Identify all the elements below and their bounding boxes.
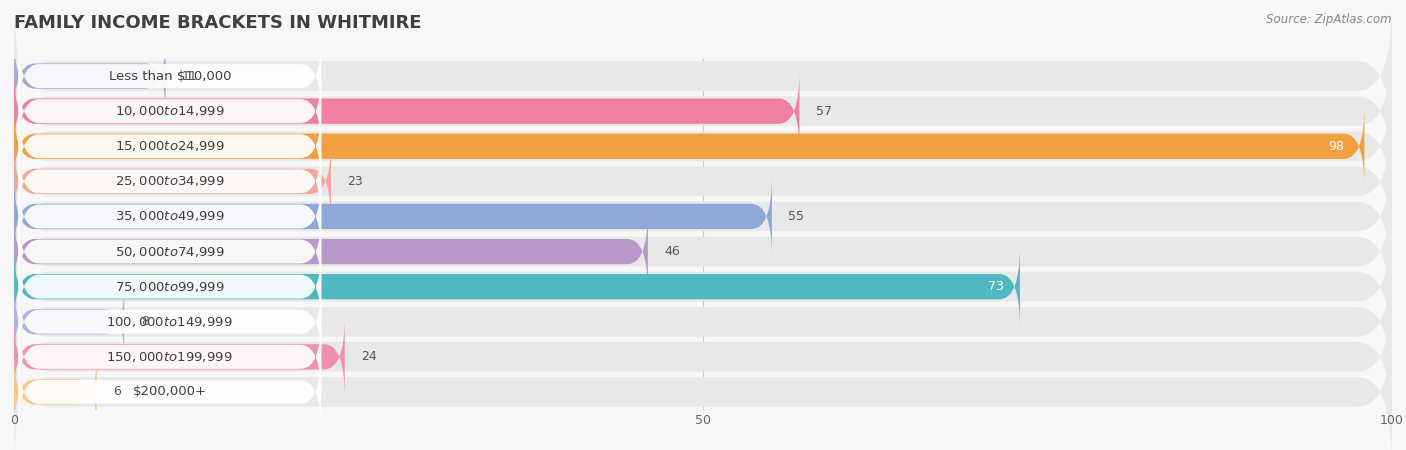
FancyBboxPatch shape: [18, 141, 322, 222]
FancyBboxPatch shape: [14, 144, 1392, 289]
FancyBboxPatch shape: [14, 73, 1392, 219]
Text: 8: 8: [141, 315, 149, 328]
Text: $10,000 to $14,999: $10,000 to $14,999: [115, 104, 225, 118]
FancyBboxPatch shape: [14, 3, 1392, 149]
FancyBboxPatch shape: [14, 141, 330, 221]
Text: $100,000 to $149,999: $100,000 to $149,999: [107, 315, 233, 329]
FancyBboxPatch shape: [18, 106, 322, 187]
FancyBboxPatch shape: [14, 282, 124, 362]
Text: 11: 11: [183, 70, 198, 82]
FancyBboxPatch shape: [14, 317, 344, 397]
Text: 57: 57: [815, 105, 832, 117]
Text: $35,000 to $49,999: $35,000 to $49,999: [115, 209, 225, 224]
Text: 24: 24: [361, 351, 377, 363]
Text: 46: 46: [665, 245, 681, 258]
Text: Less than $10,000: Less than $10,000: [108, 70, 231, 82]
FancyBboxPatch shape: [18, 176, 322, 257]
Text: 98: 98: [1327, 140, 1344, 153]
FancyBboxPatch shape: [14, 179, 1392, 324]
FancyBboxPatch shape: [14, 249, 1392, 395]
FancyBboxPatch shape: [18, 351, 322, 432]
FancyBboxPatch shape: [18, 281, 322, 362]
FancyBboxPatch shape: [18, 316, 322, 397]
Text: $50,000 to $74,999: $50,000 to $74,999: [115, 244, 225, 259]
FancyBboxPatch shape: [14, 108, 1392, 254]
FancyBboxPatch shape: [14, 247, 1019, 327]
FancyBboxPatch shape: [14, 284, 1392, 430]
Text: $15,000 to $24,999: $15,000 to $24,999: [115, 139, 225, 153]
Text: $150,000 to $199,999: $150,000 to $199,999: [107, 350, 233, 364]
Text: 6: 6: [114, 386, 121, 398]
FancyBboxPatch shape: [18, 211, 322, 292]
FancyBboxPatch shape: [14, 319, 1392, 450]
FancyBboxPatch shape: [14, 38, 1392, 184]
FancyBboxPatch shape: [18, 36, 322, 117]
FancyBboxPatch shape: [14, 176, 772, 256]
Text: $75,000 to $99,999: $75,000 to $99,999: [115, 279, 225, 294]
FancyBboxPatch shape: [18, 71, 322, 152]
Text: FAMILY INCOME BRACKETS IN WHITMIRE: FAMILY INCOME BRACKETS IN WHITMIRE: [14, 14, 422, 32]
FancyBboxPatch shape: [18, 246, 322, 327]
FancyBboxPatch shape: [14, 352, 97, 432]
Text: Source: ZipAtlas.com: Source: ZipAtlas.com: [1267, 14, 1392, 27]
Text: 73: 73: [987, 280, 1004, 293]
FancyBboxPatch shape: [14, 71, 800, 151]
Text: 55: 55: [789, 210, 804, 223]
Text: $25,000 to $34,999: $25,000 to $34,999: [115, 174, 225, 189]
FancyBboxPatch shape: [14, 212, 648, 292]
Text: $200,000+: $200,000+: [132, 386, 207, 398]
Text: 23: 23: [347, 175, 363, 188]
FancyBboxPatch shape: [14, 106, 1364, 186]
FancyBboxPatch shape: [14, 36, 166, 116]
FancyBboxPatch shape: [14, 214, 1392, 360]
